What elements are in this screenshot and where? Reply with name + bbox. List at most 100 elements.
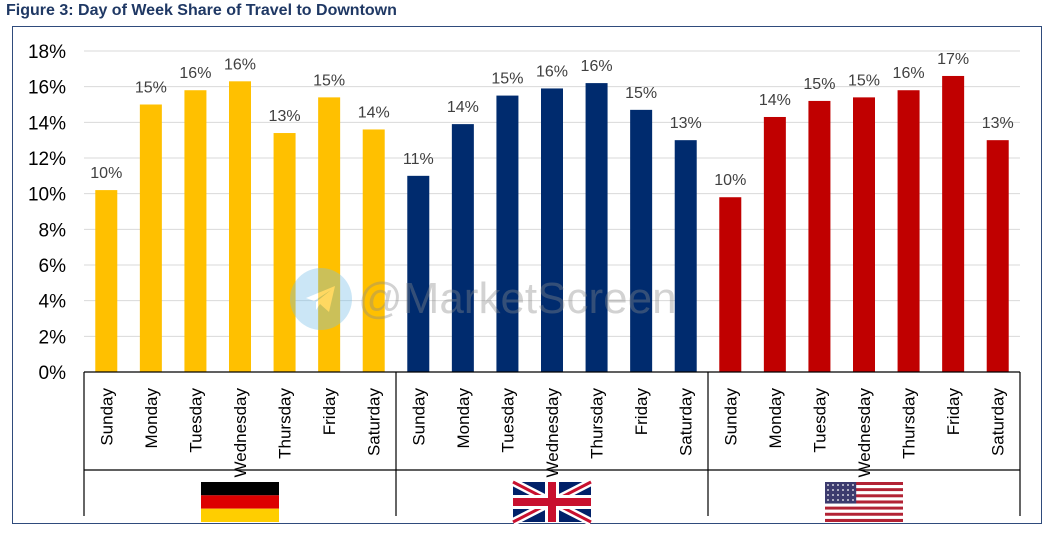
us-flag-stripe: [825, 488, 903, 492]
x-tick-label: Wednesday: [231, 388, 250, 478]
us-flag-star: [832, 484, 834, 486]
us-flag-canton: [825, 482, 857, 504]
y-tick-label: 14%: [28, 113, 66, 134]
bar: [229, 81, 251, 373]
us-flag-stripe: [825, 518, 903, 522]
us-flag-stripe: [825, 506, 903, 510]
us-flag-star: [827, 499, 829, 501]
x-tick-label: Sunday: [721, 388, 740, 446]
us-flag-stripe: [825, 491, 903, 495]
us-flag-star: [837, 484, 839, 486]
y-tick-label: 0%: [39, 363, 67, 384]
data-label: 10%: [90, 165, 122, 182]
x-tick-label: Saturday: [989, 388, 1008, 457]
data-label: 13%: [670, 115, 702, 132]
x-tick-label: Tuesday: [186, 388, 205, 453]
bar: [808, 100, 831, 372]
y-tick-label: 18%: [28, 42, 66, 63]
data-label: 14%: [759, 92, 791, 109]
data-label: 16%: [893, 65, 925, 82]
data-label: 15%: [848, 72, 880, 89]
data-label: 16%: [224, 56, 256, 73]
us-flag-star: [842, 489, 844, 491]
us-flag-star: [827, 484, 829, 486]
x-tick-label: Saturday: [677, 388, 696, 457]
uk-flag-cross-red: [513, 498, 591, 506]
bar: [853, 97, 875, 372]
bar: [719, 197, 742, 372]
us-flag-star: [832, 489, 834, 491]
y-tick-label: 6%: [39, 256, 67, 277]
us-flag-stripe: [825, 503, 903, 507]
data-label: 15%: [313, 72, 345, 89]
bar: [986, 140, 1009, 372]
watermark-text: @MarketScreen: [358, 274, 677, 323]
data-label: 15%: [491, 71, 523, 88]
bar: [496, 95, 519, 372]
y-tick-label: 2%: [39, 327, 67, 348]
bar: [630, 109, 653, 372]
bar: [451, 124, 474, 372]
telegram-icon: [290, 268, 352, 330]
us-flag-star: [847, 499, 849, 501]
data-label: 16%: [581, 58, 613, 75]
us-flag-star: [827, 489, 829, 491]
x-tick-label: Monday: [766, 388, 785, 449]
data-label: 14%: [358, 104, 390, 121]
watermark: @MarketScreen: [290, 268, 677, 330]
x-tick-label: Monday: [142, 388, 161, 449]
chart-frame: [12, 26, 1042, 524]
x-tick-label: Wednesday: [855, 388, 874, 478]
bar: [184, 90, 207, 372]
bar: [763, 116, 786, 372]
data-label: 17%: [937, 51, 969, 68]
x-tick-label: Friday: [632, 388, 651, 436]
us-flag-star: [852, 499, 854, 501]
us-flag-stripe: [825, 500, 903, 504]
y-tick-label: 12%: [28, 149, 66, 170]
us-flag-stripe: [825, 509, 903, 513]
x-tick-label: Thursday: [900, 388, 919, 459]
bar: [585, 83, 608, 372]
x-tick-label: Thursday: [588, 388, 607, 459]
data-label: 15%: [135, 80, 167, 97]
germany-flag-stripe: [201, 482, 279, 496]
us-flag-star: [852, 484, 854, 486]
data-label: 11%: [403, 151, 434, 168]
bar: [942, 75, 965, 372]
us-flag-star: [842, 499, 844, 501]
data-label: 13%: [269, 108, 301, 125]
us-flag-star: [847, 484, 849, 486]
data-label: 16%: [179, 65, 211, 82]
germany-flag-stripe: [201, 495, 279, 509]
x-tick-label: Sunday: [97, 388, 116, 446]
y-tick-label: 16%: [28, 78, 66, 99]
bar: [273, 133, 296, 372]
us-flag-star: [832, 494, 834, 496]
x-tick-label: Saturday: [365, 388, 384, 457]
y-tick-label: 10%: [28, 185, 66, 206]
us-flag-stripe: [825, 494, 903, 498]
bar: [541, 88, 563, 372]
us-flag-star: [847, 494, 849, 496]
x-tick-label: Friday: [944, 388, 963, 436]
bar: [897, 90, 920, 372]
us-flag-star: [832, 499, 834, 501]
us-flag-star: [847, 489, 849, 491]
x-tick-label: Wednesday: [543, 388, 562, 478]
x-tick-label: Monday: [454, 388, 473, 449]
data-label: 13%: [982, 115, 1014, 132]
us-flag-stripe: [825, 482, 903, 486]
us-flag-star: [842, 484, 844, 486]
x-tick-label: Sunday: [409, 388, 428, 446]
data-label: 16%: [536, 63, 568, 80]
data-label: 15%: [803, 76, 835, 93]
us-flag-star: [842, 494, 844, 496]
bar: [318, 97, 341, 372]
germany-flag-stripe: [201, 508, 279, 522]
figure-title: Figure 3: Day of Week Share of Travel to…: [6, 2, 397, 19]
us-flag-star: [837, 489, 839, 491]
bar: [674, 140, 697, 372]
us-flag-star: [837, 494, 839, 496]
